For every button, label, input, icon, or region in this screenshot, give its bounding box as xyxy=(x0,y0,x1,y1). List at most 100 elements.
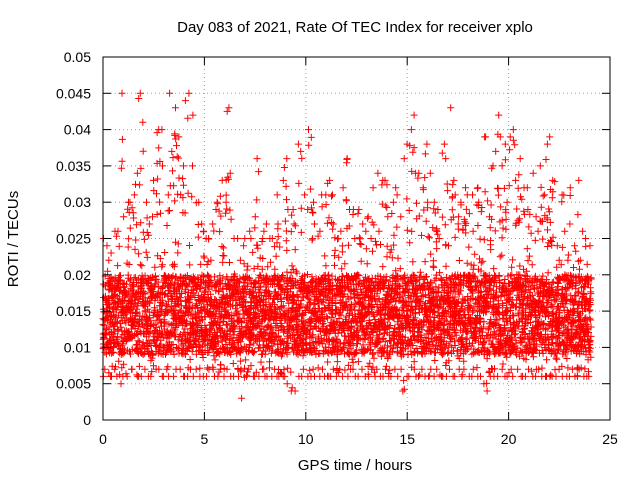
data-point xyxy=(411,112,418,119)
data-point xyxy=(210,228,217,235)
data-point xyxy=(409,149,416,156)
data-point xyxy=(241,365,248,372)
data-point xyxy=(137,261,144,268)
data-point xyxy=(449,206,456,213)
data-point xyxy=(115,358,122,365)
data-point xyxy=(391,232,398,239)
data-point xyxy=(237,358,244,365)
data-point xyxy=(398,366,405,373)
data-point xyxy=(144,254,151,261)
data-point xyxy=(284,380,291,387)
data-point xyxy=(193,366,200,373)
data-point xyxy=(168,148,175,155)
data-point xyxy=(305,126,312,133)
data-point xyxy=(310,209,317,216)
data-point xyxy=(511,141,518,148)
data-point xyxy=(133,371,140,378)
data-point xyxy=(469,191,476,198)
data-point xyxy=(201,254,208,261)
data-point xyxy=(224,108,231,115)
data-point xyxy=(401,155,408,162)
data-point xyxy=(328,193,335,200)
data-point xyxy=(216,208,223,215)
data-point xyxy=(260,228,267,235)
data-point xyxy=(430,257,437,264)
data-point xyxy=(108,250,115,257)
data-point xyxy=(374,170,381,177)
data-point xyxy=(484,197,491,204)
data-point xyxy=(517,155,524,162)
data-points xyxy=(100,90,595,402)
data-point xyxy=(105,257,112,264)
data-point xyxy=(274,191,281,198)
data-point xyxy=(127,225,134,232)
data-point xyxy=(359,366,366,373)
data-point xyxy=(216,228,223,235)
data-point xyxy=(331,252,338,259)
data-point xyxy=(408,228,415,235)
data-point xyxy=(204,364,211,371)
data-point xyxy=(350,359,357,366)
data-point xyxy=(444,181,451,188)
data-point xyxy=(451,373,458,380)
data-point xyxy=(404,227,411,234)
data-point xyxy=(169,167,176,174)
data-point xyxy=(283,228,290,235)
data-point xyxy=(266,364,273,371)
data-point xyxy=(289,262,296,269)
data-point xyxy=(189,112,196,119)
data-point xyxy=(244,267,251,274)
data-point xyxy=(420,186,427,193)
data-point xyxy=(290,206,297,213)
data-point xyxy=(533,213,540,220)
data-point xyxy=(355,358,362,365)
data-point xyxy=(246,228,253,235)
data-point xyxy=(177,366,184,373)
data-point xyxy=(377,241,384,248)
data-point xyxy=(249,249,256,256)
data-point xyxy=(497,253,504,260)
data-point xyxy=(234,235,241,242)
data-point xyxy=(161,249,168,256)
data-point xyxy=(423,218,430,225)
data-point xyxy=(427,170,434,177)
data-point xyxy=(119,90,126,97)
data-point xyxy=(525,223,532,230)
data-point xyxy=(392,184,399,191)
data-point xyxy=(449,181,456,188)
data-point xyxy=(220,252,227,259)
data-point xyxy=(379,201,386,208)
data-point xyxy=(240,242,247,249)
data-point xyxy=(116,243,123,250)
data-point xyxy=(251,224,258,231)
data-point xyxy=(166,90,173,97)
data-point xyxy=(443,263,450,270)
data-point xyxy=(364,215,371,222)
data-point xyxy=(417,269,424,276)
data-point xyxy=(329,226,336,233)
data-point xyxy=(341,367,348,374)
data-point xyxy=(143,199,150,206)
data-point xyxy=(331,262,338,269)
data-point xyxy=(494,185,501,192)
data-point xyxy=(363,245,370,252)
data-point xyxy=(258,359,265,366)
data-point xyxy=(418,232,425,239)
data-point xyxy=(421,174,428,181)
data-point xyxy=(186,242,193,249)
data-point xyxy=(399,388,406,395)
data-point xyxy=(488,202,495,209)
data-point xyxy=(452,234,459,241)
data-point xyxy=(500,361,507,368)
data-point xyxy=(129,366,136,373)
data-point xyxy=(175,155,182,162)
data-point xyxy=(400,377,407,384)
data-point xyxy=(330,366,337,373)
data-point xyxy=(143,249,150,256)
data-point xyxy=(487,224,494,231)
data-point xyxy=(426,234,433,241)
data-point xyxy=(499,162,506,169)
data-point xyxy=(477,236,484,243)
data-point xyxy=(308,134,315,141)
